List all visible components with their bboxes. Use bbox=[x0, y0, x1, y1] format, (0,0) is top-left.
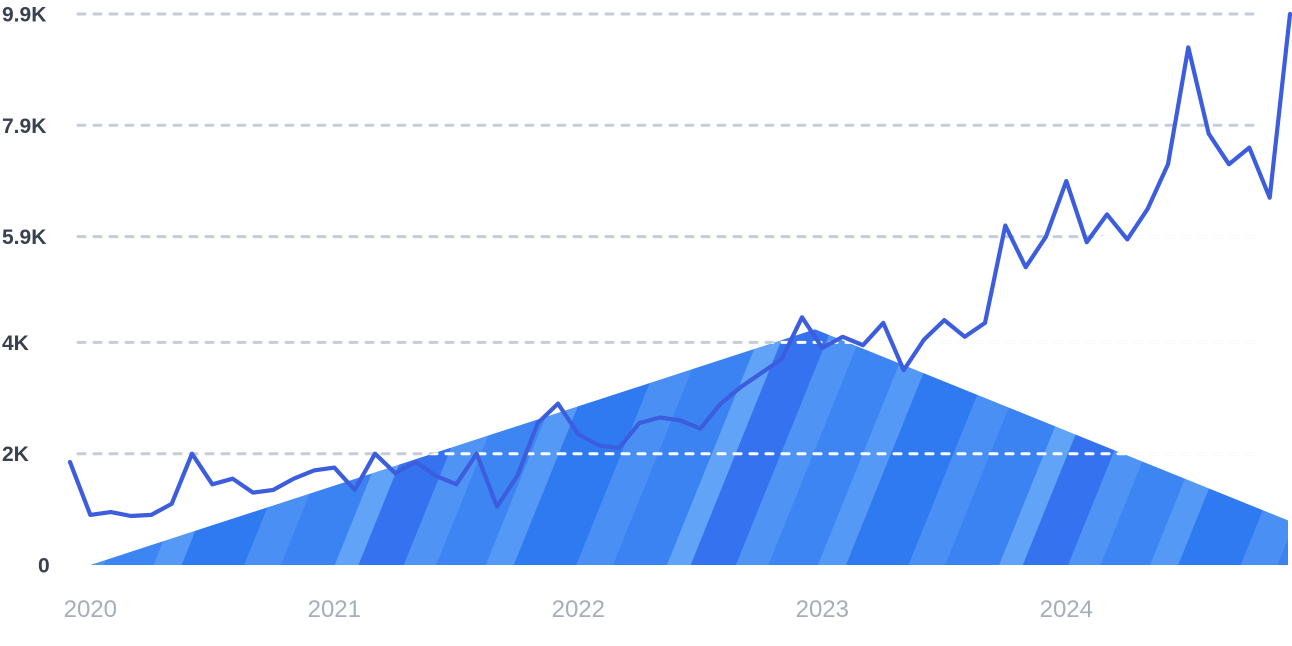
x-axis-label: 2024 bbox=[1040, 596, 1093, 623]
y-axis-label: 7.9K bbox=[2, 115, 46, 138]
y-axis-label: 4K bbox=[2, 332, 29, 355]
y-axis-label: 9.9K bbox=[2, 4, 46, 27]
y-axis-label: 2K bbox=[2, 443, 29, 466]
x-axis-label: 2022 bbox=[552, 596, 605, 623]
y-axis-label: 5.9K bbox=[2, 226, 46, 249]
y-axis-label: 0 bbox=[38, 555, 50, 578]
area-fill bbox=[90, 175, 1288, 565]
trend-line bbox=[67, 11, 1292, 519]
x-axis-label: 2020 bbox=[64, 596, 117, 623]
x-axis-label: 2023 bbox=[796, 596, 849, 623]
x-axis-label: 2021 bbox=[308, 596, 361, 623]
